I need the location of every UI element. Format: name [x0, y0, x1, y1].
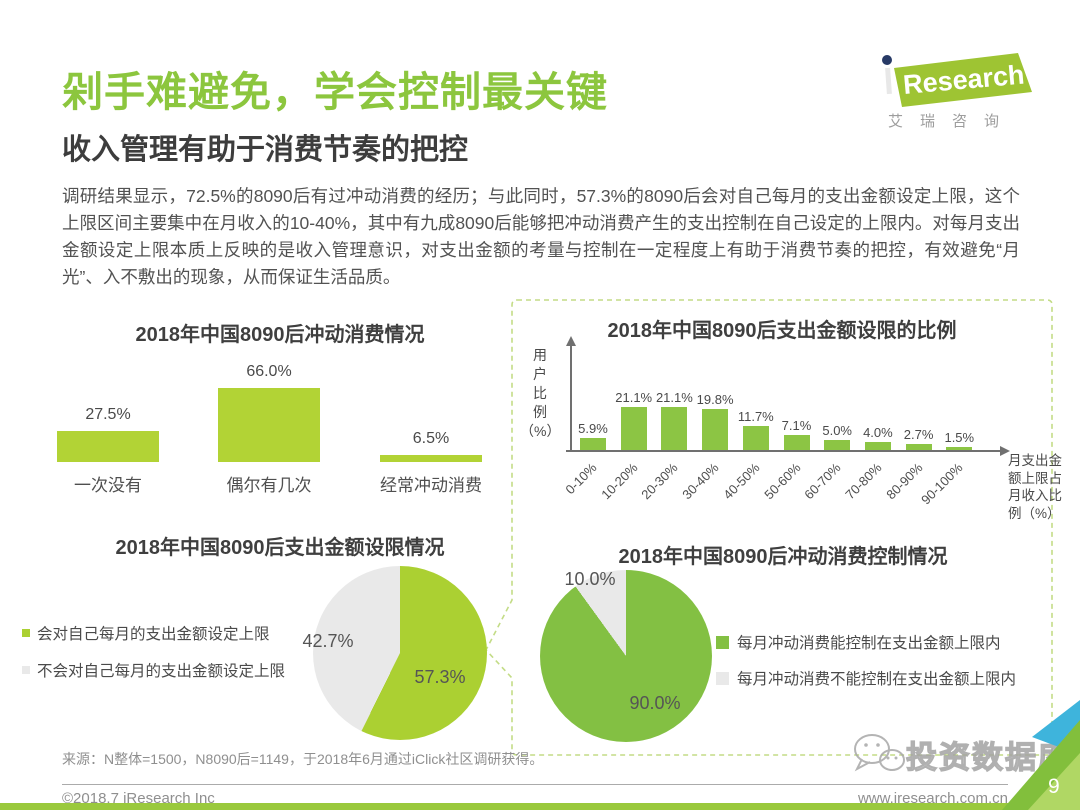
website-url: www.iresearch.com.cn — [857, 790, 1008, 807]
pie-slice-label: 10.0% — [564, 569, 616, 589]
legend-marker — [716, 671, 729, 685]
pie-slice-label: 57.3% — [414, 667, 466, 687]
bar — [620, 406, 647, 450]
bar — [57, 431, 159, 462]
iresearch-logo-shape: Research — [882, 53, 1032, 107]
legend-item: 每月冲动消费不能控制在支出金额上限内 — [716, 667, 1016, 689]
page-number: 9 — [1048, 775, 1060, 798]
copyright-text: ©2018.7 iResearch Inc — [62, 790, 215, 807]
legend-marker — [716, 635, 729, 649]
chart-title-spending-cap-ratio: 2018年中国8090后支出金额设限的比例 — [607, 320, 957, 342]
legend-item: 不会对自己每月的支出金额设定上限 — [22, 659, 285, 681]
bar-value-label: 19.8% — [696, 392, 734, 408]
bar-value-label: 27.5% — [85, 406, 131, 424]
legend-label: 每月冲动消费不能控制在支出金额上限内 — [737, 671, 1017, 688]
y-axis-line — [570, 346, 572, 451]
bar-value-label: 5.9% — [578, 420, 608, 436]
impulse-consumption-bar-chart: 27.5% 一次没有 66.0% 偶尔有几次 6.5% 经常冲动消费 — [55, 355, 495, 535]
spending-cap-ratio-bar-chart: 用户比例（%） 月支出金额上限占月收入比例（%） 5.9% 0-10% 21.1% 1… — [512, 330, 1080, 530]
page-subtitle: 收入管理有助于消费节奏的把控 — [62, 134, 469, 166]
chart-title-impulse-consumption: 2018年中国8090后冲动消费情况 — [135, 324, 425, 346]
chart-title-spending-cap-pie: 2018年中国8090后支出金额设限情况 — [115, 537, 445, 559]
bar-category-label: 一次没有 — [74, 476, 142, 495]
x-axis-line — [566, 450, 1004, 452]
iresearch-logo: Research — [878, 52, 1038, 115]
legend-label: 不会对自己每月的支出金额设定上限 — [37, 663, 286, 680]
page-title: 剁手难避免，学会控制最关键 — [62, 69, 608, 115]
bar — [905, 444, 932, 450]
pie-slice-label: 90.0% — [629, 693, 681, 713]
x-axis-label: 月支出金额上限占月收入比例（%） — [1008, 453, 1062, 521]
legend-label: 会对自己每月的支出金额设定上限 — [37, 626, 270, 643]
bar — [380, 454, 482, 462]
bottom-green-strip — [0, 803, 1080, 810]
bar-value-label: 21.1% — [615, 389, 653, 405]
legend-item: 每月冲动消费能控制在支出金额上限内 — [716, 631, 1001, 653]
bar-value-label: 21.1% — [655, 389, 693, 405]
bar-value-label: 1.5% — [944, 429, 975, 445]
bar-value-label: 5.0% — [822, 422, 852, 438]
pie-slice-label: 42.7% — [302, 631, 354, 651]
bar-category-label: 偶尔有几次 — [226, 476, 312, 495]
bar — [824, 439, 851, 450]
y-axis-arrow — [566, 336, 576, 346]
logo-chinese-name: 艾瑞咨询 — [888, 113, 1017, 130]
bar-value-label: 6.5% — [412, 429, 450, 447]
footer-divider — [62, 784, 1008, 785]
bar-value-label: 11.7% — [737, 409, 774, 424]
bar-value-label: 66.0% — [246, 363, 292, 381]
page-corner-decoration: 9 — [1002, 700, 1080, 810]
legend-marker — [22, 629, 30, 637]
bar — [742, 426, 769, 450]
chart-title-impulse-control-pie: 2018年中国8090后冲动消费控制情况 — [618, 546, 948, 568]
legend-marker — [22, 666, 30, 674]
bar — [946, 446, 973, 450]
bar-value-label: 7.1% — [781, 418, 812, 434]
x-axis-arrow — [1000, 446, 1010, 456]
legend-label: 每月冲动消费能控制在支出金额上限内 — [737, 635, 1001, 652]
bar-value-label: 2.7% — [903, 427, 934, 443]
bar — [702, 409, 729, 450]
logo-i-dot — [882, 55, 892, 65]
bar — [580, 437, 606, 450]
body-paragraph: 调研结果显示，72.5%的8090后有过冲动消费的经历；与此同时，57.3%的8… — [62, 186, 1020, 287]
bar — [218, 388, 320, 462]
legend-item: 会对自己每月的支出金额设定上限 — [22, 622, 270, 644]
bar-value-label: 4.0% — [863, 424, 893, 440]
y-axis-label: 用户比例（%） — [520, 347, 561, 439]
spending-cap-pie-chart — [313, 566, 487, 740]
source-note: 来源：N整体=1500，N8090后=1149，于2018年6月通过iClick… — [62, 751, 544, 767]
bar — [864, 441, 891, 450]
bar-category-label: 经常冲动消费 — [380, 476, 482, 495]
impulse-control-pie-chart — [540, 570, 712, 742]
bar — [661, 406, 688, 450]
wechat-icon — [854, 734, 905, 772]
bar — [783, 435, 810, 450]
